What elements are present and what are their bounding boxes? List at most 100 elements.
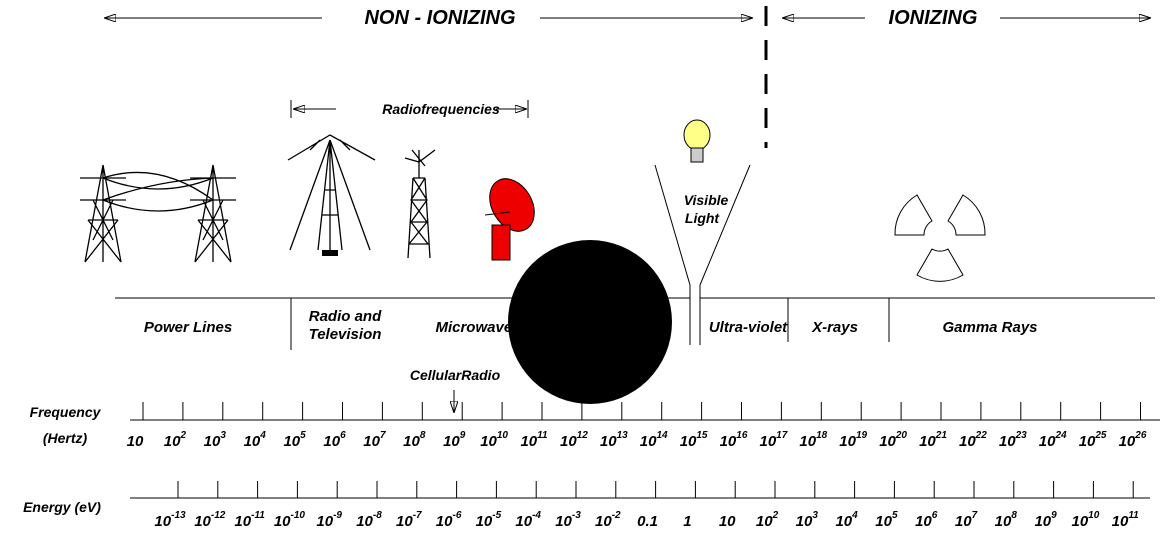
tick-label: 108 <box>403 430 426 450</box>
tick-exp: -7 <box>413 510 422 521</box>
radiofrequencies-label: Radiofrequencies <box>382 101 500 117</box>
radiation-symbol <box>894 190 986 282</box>
tick-base: 10 <box>1112 513 1129 530</box>
tick-exp: 11 <box>537 430 548 441</box>
tick-label: 107 <box>363 430 386 450</box>
frequency-unit: (Hertz) <box>43 430 88 446</box>
tick-label: 1025 <box>1079 430 1107 450</box>
tick-base: 10 <box>680 433 697 450</box>
tick-base: 10 <box>959 433 976 450</box>
non-ionizing: NON - IONIZING <box>364 7 515 29</box>
tick-label: 1014 <box>640 430 668 450</box>
tick-label: 1023 <box>999 430 1027 450</box>
tick-base: 10 <box>719 513 736 530</box>
power-towers <box>80 164 236 263</box>
band-label: Ultra-violet <box>709 319 788 336</box>
tick-label: 1026 <box>1119 430 1147 450</box>
tick-base: 10 <box>600 433 617 450</box>
tick-base: 10 <box>164 433 181 450</box>
light-bulb <box>683 119 711 163</box>
tick-exp: 3 <box>812 510 818 521</box>
tick-label: 1021 <box>919 430 947 450</box>
ionizing: IONIZING <box>889 7 978 29</box>
tick-exp: 7 <box>972 510 978 521</box>
tick-base: 10 <box>436 513 453 530</box>
tick-exp: 4 <box>259 430 266 441</box>
tick-base: 10 <box>799 433 816 450</box>
tick-exp: 15 <box>696 430 708 441</box>
tick-exp: 25 <box>1094 430 1107 441</box>
band-label: Gamma Rays <box>942 319 1037 336</box>
tick-label: 10-6 <box>436 510 462 530</box>
tick-exp: 26 <box>1134 430 1147 441</box>
tick-label: 104 <box>835 510 858 530</box>
tick-label: 10-5 <box>476 510 502 530</box>
tick-exp: 9 <box>460 430 466 441</box>
tick-exp: -5 <box>492 510 501 521</box>
tick-exp: 13 <box>617 430 629 441</box>
tick-exp: 21 <box>935 430 948 441</box>
tick-label: 0.1 <box>637 513 658 530</box>
tick-exp: 8 <box>1011 510 1017 521</box>
tick-base: 10 <box>244 433 261 450</box>
tick-base: 10 <box>756 513 773 530</box>
tick-exp: -9 <box>333 510 342 521</box>
tick-exp: 2 <box>179 430 186 441</box>
tick-label: 103 <box>796 510 819 530</box>
tick-base: 10 <box>476 513 493 530</box>
tick-label: 10-12 <box>194 510 226 530</box>
tick-label: 1010 <box>480 430 508 450</box>
tick-base: 10 <box>396 513 413 530</box>
tick-label: 1020 <box>879 430 907 450</box>
ticks: 10 102 103 104 105 106 107 108 109 1010 1011 1012 10… <box>127 402 1147 530</box>
tick-label: 105 <box>283 430 306 450</box>
tick-exp: 6 <box>340 430 346 441</box>
tick-base: 10 <box>234 513 251 530</box>
tick-exp: -3 <box>572 510 581 521</box>
tick-label: 10 <box>127 433 144 450</box>
tick-base: 10 <box>839 433 856 450</box>
tick-base: 10 <box>999 433 1016 450</box>
tick-base: 10 <box>915 513 932 530</box>
tick-label: 1024 <box>1039 430 1067 450</box>
tick-base: 10 <box>1071 513 1088 530</box>
tick-label: 109 <box>443 430 466 450</box>
cellular-label: CellularRadio <box>410 367 501 383</box>
tick-base: 10 <box>879 433 896 450</box>
tick-exp: -6 <box>452 510 461 521</box>
tick-base: 10 <box>1079 433 1096 450</box>
tick-exp: -12 <box>211 510 226 521</box>
tick-label: 1012 <box>560 430 588 450</box>
tick-exp: 23 <box>1015 430 1028 441</box>
tick-base: 10 <box>316 513 333 530</box>
light-label: Light <box>685 210 721 226</box>
tick-exp: 19 <box>856 430 868 441</box>
tick-exp: 6 <box>932 510 938 521</box>
tick-base: 10 <box>283 433 300 450</box>
tick-exp: 16 <box>736 430 748 441</box>
tick-base: 10 <box>759 433 776 450</box>
satellite-dish <box>484 178 535 261</box>
tick-label: 102 <box>756 510 779 530</box>
tick-exp: 14 <box>656 430 668 441</box>
tick-exp: 10 <box>1088 510 1100 521</box>
tick-label: 1017 <box>759 430 787 450</box>
tick-exp: 9 <box>1051 510 1057 521</box>
band-label: Power Lines <box>144 319 232 336</box>
tick-label: 1010 <box>1071 510 1099 530</box>
tick-base: 10 <box>356 513 373 530</box>
tick-exp: 2 <box>772 510 779 521</box>
tick-exp: 11 <box>1128 510 1139 521</box>
tick-label: 10-13 <box>154 510 186 530</box>
radio-tower <box>287 134 376 256</box>
tick-label: 10-4 <box>515 510 541 530</box>
tick-label: 10-11 <box>234 510 265 530</box>
tick-exp: 12 <box>577 430 589 441</box>
tick-exp: -11 <box>251 510 265 521</box>
tick-label: 10-3 <box>555 510 581 530</box>
tick-base: 10 <box>595 513 612 530</box>
tick-base: 10 <box>403 433 420 450</box>
band-label: Television <box>309 326 382 343</box>
tick-base: 10 <box>363 433 380 450</box>
tick-exp: 24 <box>1054 430 1067 441</box>
